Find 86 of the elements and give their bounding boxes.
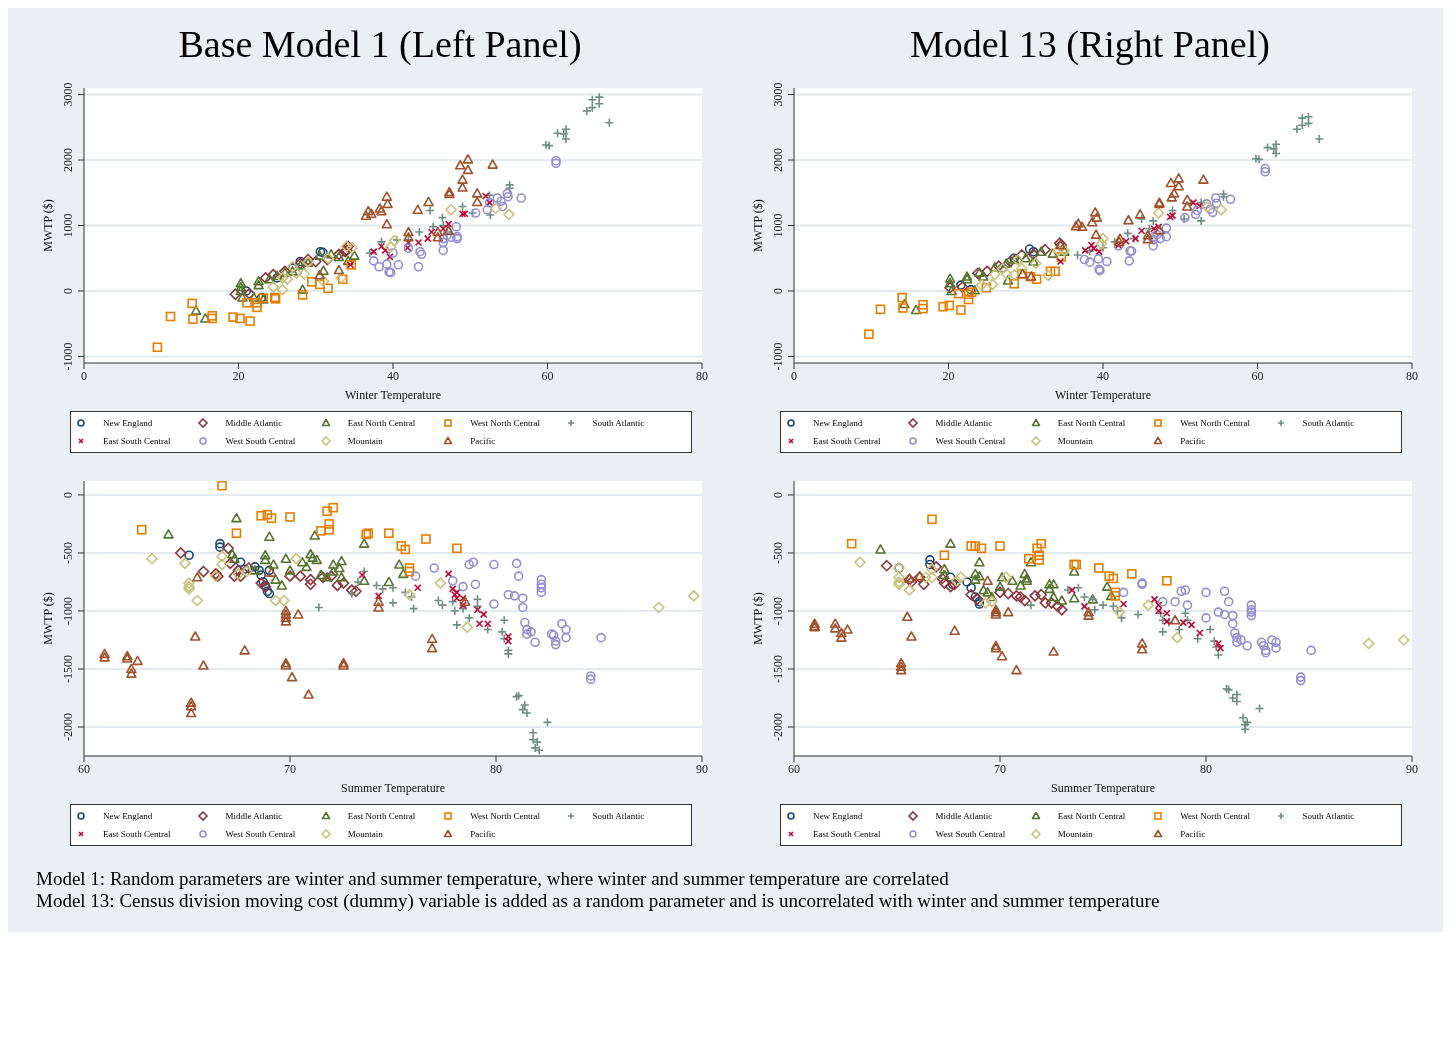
y-axis-title: MWTP ($) [41, 592, 56, 645]
x-tick-label: 70 [284, 761, 296, 776]
y-tick-label: -1500 [61, 654, 75, 683]
y-tick-label: 1000 [771, 213, 785, 238]
legend-label: West South Central [935, 436, 1006, 446]
y-tick-label: 2000 [771, 148, 785, 173]
x-axis-title: Winter Temperature [344, 388, 442, 402]
y-tick-label: -2000 [61, 712, 75, 741]
y-tick-label: -1500 [771, 654, 785, 683]
legend-label: Pacific [1180, 436, 1206, 446]
legend-label: Middle Atlantic [935, 811, 993, 821]
y-axis-title: MWTP ($) [751, 199, 766, 252]
y-tick-label: 3000 [771, 82, 785, 107]
y-tick-label: 3000 [61, 82, 75, 107]
legend-label: Pacific [470, 436, 496, 446]
legend-label: East North Central [1057, 418, 1126, 428]
legend-label: South Atlantic [1302, 418, 1355, 428]
legend-label: Mountain [1057, 829, 1093, 839]
x-tick-label: 0 [81, 368, 87, 383]
x-tick-label: 20 [942, 368, 955, 383]
legend-label: South Atlantic [592, 418, 645, 428]
y-tick-label: -2000 [771, 712, 785, 741]
y-tick-label: 0 [771, 491, 785, 498]
x-tick-label: 0 [791, 368, 797, 383]
legend-label: West North Central [470, 811, 540, 821]
y-tick-label: -1000 [61, 596, 75, 625]
x-tick-label: 80 [1406, 368, 1418, 383]
x-axis-title: Summer Temperature [341, 781, 445, 795]
legend-label: Mountain [1057, 436, 1093, 446]
y-tick-label: -500 [61, 541, 75, 564]
text: Model 1: Random parameters are winter and summer temperature, where winter and summer temperature are correlated [36, 868, 950, 890]
legend-label: Mountain [347, 829, 383, 839]
legend-label: East North Central [1057, 811, 1126, 821]
legend-label: South Atlantic [592, 811, 645, 821]
legend-label: Pacific [1180, 829, 1206, 839]
legend-label: New England [813, 418, 863, 428]
legend-label: Mountain [347, 436, 383, 446]
legend-label: Middle Atlantic [225, 418, 283, 428]
legend-label: New England [103, 418, 153, 428]
legend-label: East North Central [347, 811, 416, 821]
legend-label: East North Central [347, 418, 416, 428]
x-axis-title: Summer Temperature [1051, 781, 1155, 795]
y-tick-label: -500 [771, 541, 785, 564]
y-tick-label: 0 [771, 287, 785, 294]
y-tick-label: -1000 [771, 342, 785, 371]
legend-label: South Atlantic [1302, 811, 1355, 821]
x-tick-label: 90 [696, 761, 708, 776]
x-axis-title: Winter Temperature [1054, 388, 1152, 402]
legend-label: Middle Atlantic [935, 418, 993, 428]
y-tick-label: 0 [61, 491, 75, 498]
legend-label: West South Central [225, 829, 296, 839]
legend-label: New England [103, 811, 153, 821]
x-tick-label: 80 [696, 368, 708, 383]
legend-label: Pacific [470, 829, 496, 839]
legend-label: West South Central [935, 829, 1006, 839]
legend-label: East South Central [813, 436, 881, 446]
legend-label: West North Central [1180, 811, 1250, 821]
y-tick-label: -1000 [771, 596, 785, 625]
legend-label: West North Central [1180, 418, 1250, 428]
x-tick-label: 70 [994, 761, 1006, 776]
legend-label: New England [813, 811, 863, 821]
x-tick-label: 40 [1097, 368, 1109, 383]
x-tick-label: 60 [788, 761, 800, 776]
x-tick-label: 60 [78, 761, 90, 776]
legend-label: Middle Atlantic [225, 811, 283, 821]
y-axis-title: MWTP ($) [41, 199, 56, 252]
legend-label: East South Central [103, 436, 171, 446]
x-tick-label: 80 [490, 761, 502, 776]
x-tick-label: 60 [541, 368, 554, 383]
y-tick-label: 2000 [61, 148, 75, 173]
text: Model 13: Census division moving cost (dummy) variable is added as a random parameter and is uncorrelated with winter and summer temperature [36, 890, 1161, 912]
x-tick-label: 80 [1200, 761, 1212, 776]
y-tick-label: 1000 [61, 213, 75, 238]
legend-label: East South Central [103, 829, 171, 839]
y-tick-label: 0 [61, 287, 75, 294]
legend-label: East South Central [813, 829, 881, 839]
y-tick-label: -1000 [61, 342, 75, 371]
chart-title: Model 13 (Right Panel) [910, 22, 1270, 66]
legend-label: West South Central [225, 436, 296, 446]
x-tick-label: 40 [387, 368, 399, 383]
x-tick-label: 60 [1251, 368, 1264, 383]
x-tick-label: 20 [232, 368, 245, 383]
y-axis-title: MWTP ($) [751, 592, 766, 645]
legend-label: West North Central [470, 418, 540, 428]
x-tick-label: 90 [1406, 761, 1418, 776]
chart-title: Base Model 1 (Left Panel) [178, 22, 582, 66]
